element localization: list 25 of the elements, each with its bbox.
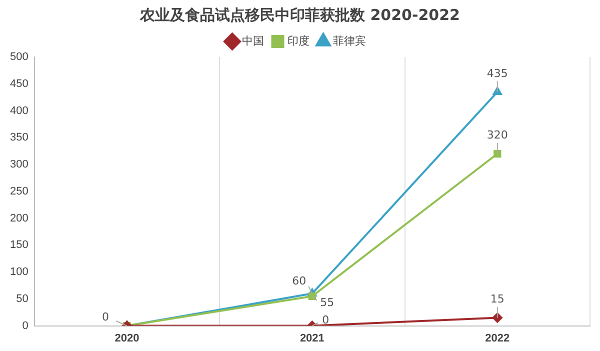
y-tick-label: 350	[10, 132, 28, 144]
legend-label: 菲律宾	[332, 34, 366, 48]
y-tick-label: 100	[10, 266, 28, 278]
data-label: 0	[102, 310, 109, 324]
y-tick-label: 50	[16, 292, 28, 305]
y-tick-label: 150	[10, 239, 28, 252]
x-tick-label: 2021	[300, 332, 324, 344]
y-tick-label: 500	[10, 51, 28, 64]
y-tick-label: 400	[10, 104, 28, 117]
y-tick-label: 200	[10, 212, 28, 224]
data-label: 15	[490, 292, 504, 306]
data-label: 435	[486, 66, 508, 80]
legend-label: 中国	[242, 34, 264, 48]
data-label: 0	[322, 314, 330, 327]
x-tick-label: 2022	[485, 332, 510, 344]
data-label: 60	[292, 274, 306, 288]
chart-title: 农业及食品试点移民中印菲获批数 2020-2022	[138, 5, 461, 26]
y-tick-label: 300	[10, 158, 28, 171]
data-label: 320	[486, 128, 508, 142]
y-tick-label: 250	[10, 185, 28, 198]
x-tick-label: 2020	[114, 332, 140, 344]
legend-label: 印度	[287, 34, 310, 48]
data-label: 55	[320, 296, 334, 310]
y-tick-label: 450	[10, 78, 28, 90]
y-tick-label: 0	[22, 320, 28, 332]
